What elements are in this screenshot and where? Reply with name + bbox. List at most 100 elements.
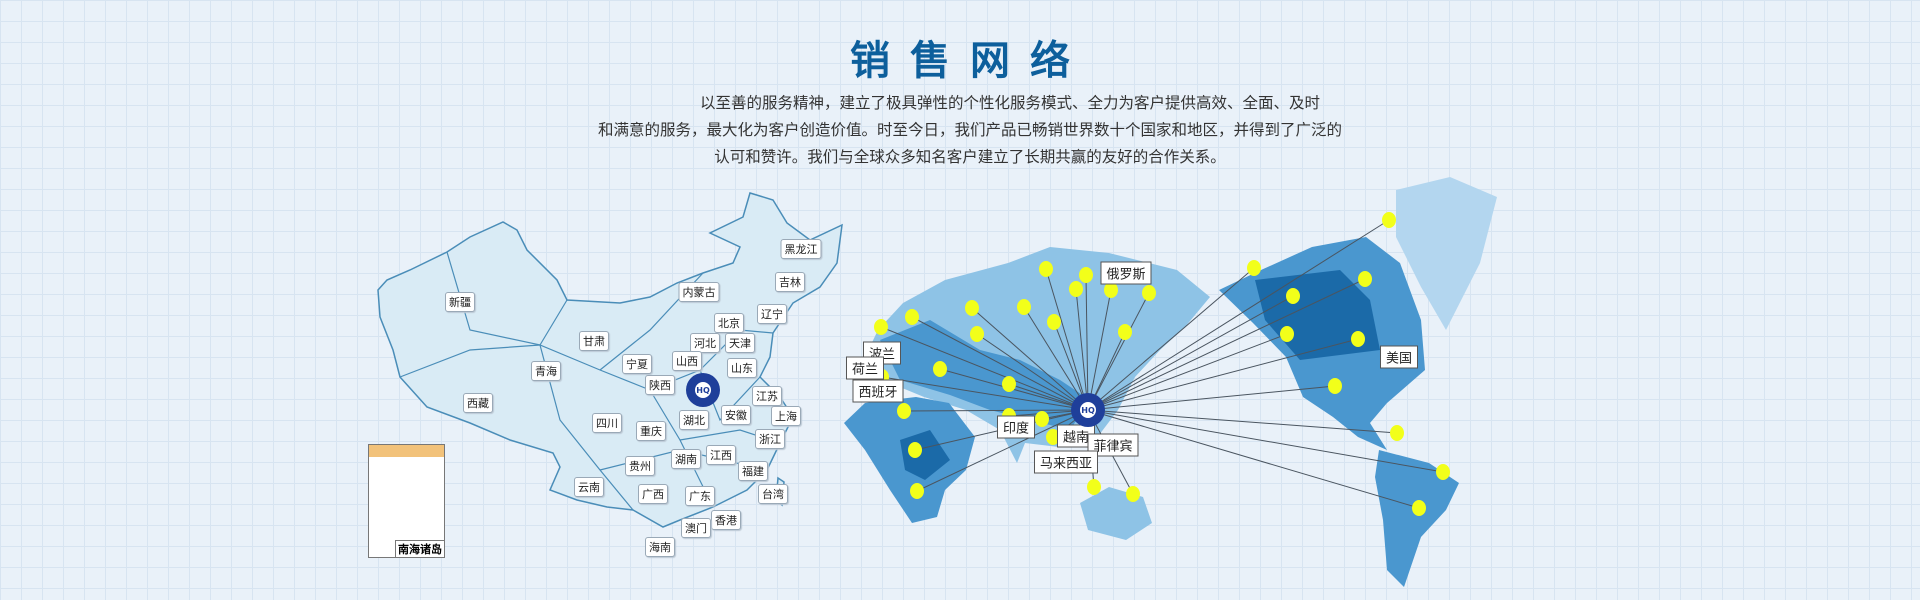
connection-lines xyxy=(880,219,1444,509)
connection-line xyxy=(1045,268,1089,411)
destination-dot xyxy=(1351,331,1365,347)
connection-line xyxy=(880,326,1089,411)
connection-line xyxy=(1087,385,1336,411)
province-label: 湖北 xyxy=(679,410,709,430)
destination-dot xyxy=(1079,267,1093,283)
province-label: 天津 xyxy=(725,333,755,353)
destination-dot xyxy=(1118,324,1132,340)
province-label: 浙江 xyxy=(755,429,785,449)
inset-label: 南海诸岛 xyxy=(395,540,444,557)
province-label: 吉林 xyxy=(775,272,805,292)
province-label: 澳门 xyxy=(681,518,711,538)
country-label: 荷兰 xyxy=(845,356,885,380)
connection-line xyxy=(1087,219,1390,411)
connection-line xyxy=(881,376,1089,411)
destination-dot xyxy=(905,309,919,325)
province-label: 广东 xyxy=(685,486,715,506)
country-label: 俄罗斯 xyxy=(1100,261,1152,285)
destination-dot xyxy=(1412,500,1426,516)
province-label: 山东 xyxy=(727,358,757,378)
connection-line xyxy=(903,409,1089,412)
africa-region xyxy=(900,430,950,480)
country-label: 越南 xyxy=(1056,424,1096,448)
destination-dot xyxy=(1069,281,1083,297)
connection-line xyxy=(916,409,1089,492)
intro-line: 和满意的服务，最大化为客户创造价值。时至今日，我们产品已畅销世界数十个国家和地区… xyxy=(597,121,1342,139)
province-label: 四川 xyxy=(592,413,622,433)
destination-dot xyxy=(908,442,922,458)
province-label: 香港 xyxy=(711,510,741,530)
australia xyxy=(1080,487,1152,540)
connection-line xyxy=(1087,267,1255,411)
country-label: 马来西亚 xyxy=(1033,450,1099,474)
destination-dot xyxy=(1017,299,1031,315)
province-label: 江苏 xyxy=(752,386,782,406)
intro-paragraph: 以至善的服务精神，建立了极具弹性的个性化服务模式、全力为客户提供高效、全面、及时… xyxy=(540,90,1400,171)
south-china-sea-inset: 南海诸岛 xyxy=(368,444,445,558)
connection-line xyxy=(1087,278,1366,411)
province-label: 贵州 xyxy=(625,456,655,476)
destination-dot xyxy=(1328,378,1342,394)
province-label: 上海 xyxy=(771,406,801,426)
destination-dot xyxy=(1002,376,1016,392)
destination-dot xyxy=(910,483,924,499)
connection-line xyxy=(971,307,1089,411)
intro-line: 认可和赞许。我们与全球众多知名客户建立了长期共赢的友好的合作关系。 xyxy=(714,148,1226,166)
destination-dot xyxy=(1104,282,1118,298)
destination-dot xyxy=(970,326,984,342)
destination-dot xyxy=(1286,288,1300,304)
destination-dot xyxy=(897,403,911,419)
province-border xyxy=(539,344,634,511)
province-label: 广西 xyxy=(638,484,668,504)
page-title: 销售网络 xyxy=(850,38,1090,84)
south-america xyxy=(1375,450,1459,587)
destination-dot xyxy=(1382,212,1396,228)
destination-dot xyxy=(1142,285,1156,301)
province-label: 湖南 xyxy=(671,449,701,469)
inset-coastline xyxy=(369,445,444,457)
destination-dot xyxy=(1047,314,1061,330)
destination-dot xyxy=(1436,464,1450,480)
province-border xyxy=(446,251,568,346)
connection-line xyxy=(1087,295,1294,411)
connection-line xyxy=(1087,333,1288,411)
eurasia xyxy=(865,247,1210,463)
china-outline xyxy=(377,192,843,528)
destination-dot xyxy=(1280,326,1294,342)
destination-dot xyxy=(1126,486,1140,502)
country-label: 菲律宾 xyxy=(1087,433,1139,457)
connection-line xyxy=(1085,274,1089,411)
province-label: 辽宁 xyxy=(757,304,787,324)
country-label: 西班牙 xyxy=(852,379,904,403)
destination-dot xyxy=(1035,411,1049,427)
country-label: 印度 xyxy=(996,415,1036,439)
country-label: 美国 xyxy=(1379,345,1419,369)
destination-dot xyxy=(1087,479,1101,495)
connection-line xyxy=(1087,289,1112,411)
province-label: 安徽 xyxy=(721,405,751,425)
destination-dot xyxy=(965,300,979,316)
province-label: 福建 xyxy=(738,461,768,481)
province-label: 内蒙古 xyxy=(678,282,720,302)
province-label: 重庆 xyxy=(636,421,666,441)
destination-dot xyxy=(933,361,947,377)
intro-line: 以至善的服务精神，建立了极具弹性的个性化服务模式、全力为客户提供高效、全面、及时 xyxy=(699,94,1320,112)
province-border xyxy=(649,329,774,391)
province-label: 山西 xyxy=(672,351,702,371)
company-logo-icon: HQ xyxy=(686,373,720,407)
destination-dot xyxy=(874,319,888,335)
province-label: 河北 xyxy=(690,333,720,353)
connection-line xyxy=(1087,409,1398,434)
province-label: 甘肃 xyxy=(579,331,609,351)
destination-dot xyxy=(1039,261,1053,277)
province-label: 新疆 xyxy=(445,292,475,312)
destination-dot xyxy=(1358,271,1372,287)
province-label: 海南 xyxy=(645,537,675,557)
province-label: 北京 xyxy=(714,313,744,333)
connection-line xyxy=(1087,292,1150,411)
destination-dots xyxy=(874,212,1450,516)
province-label: 宁夏 xyxy=(622,354,652,374)
connection-line xyxy=(1023,306,1089,411)
connection-line xyxy=(976,333,1089,411)
